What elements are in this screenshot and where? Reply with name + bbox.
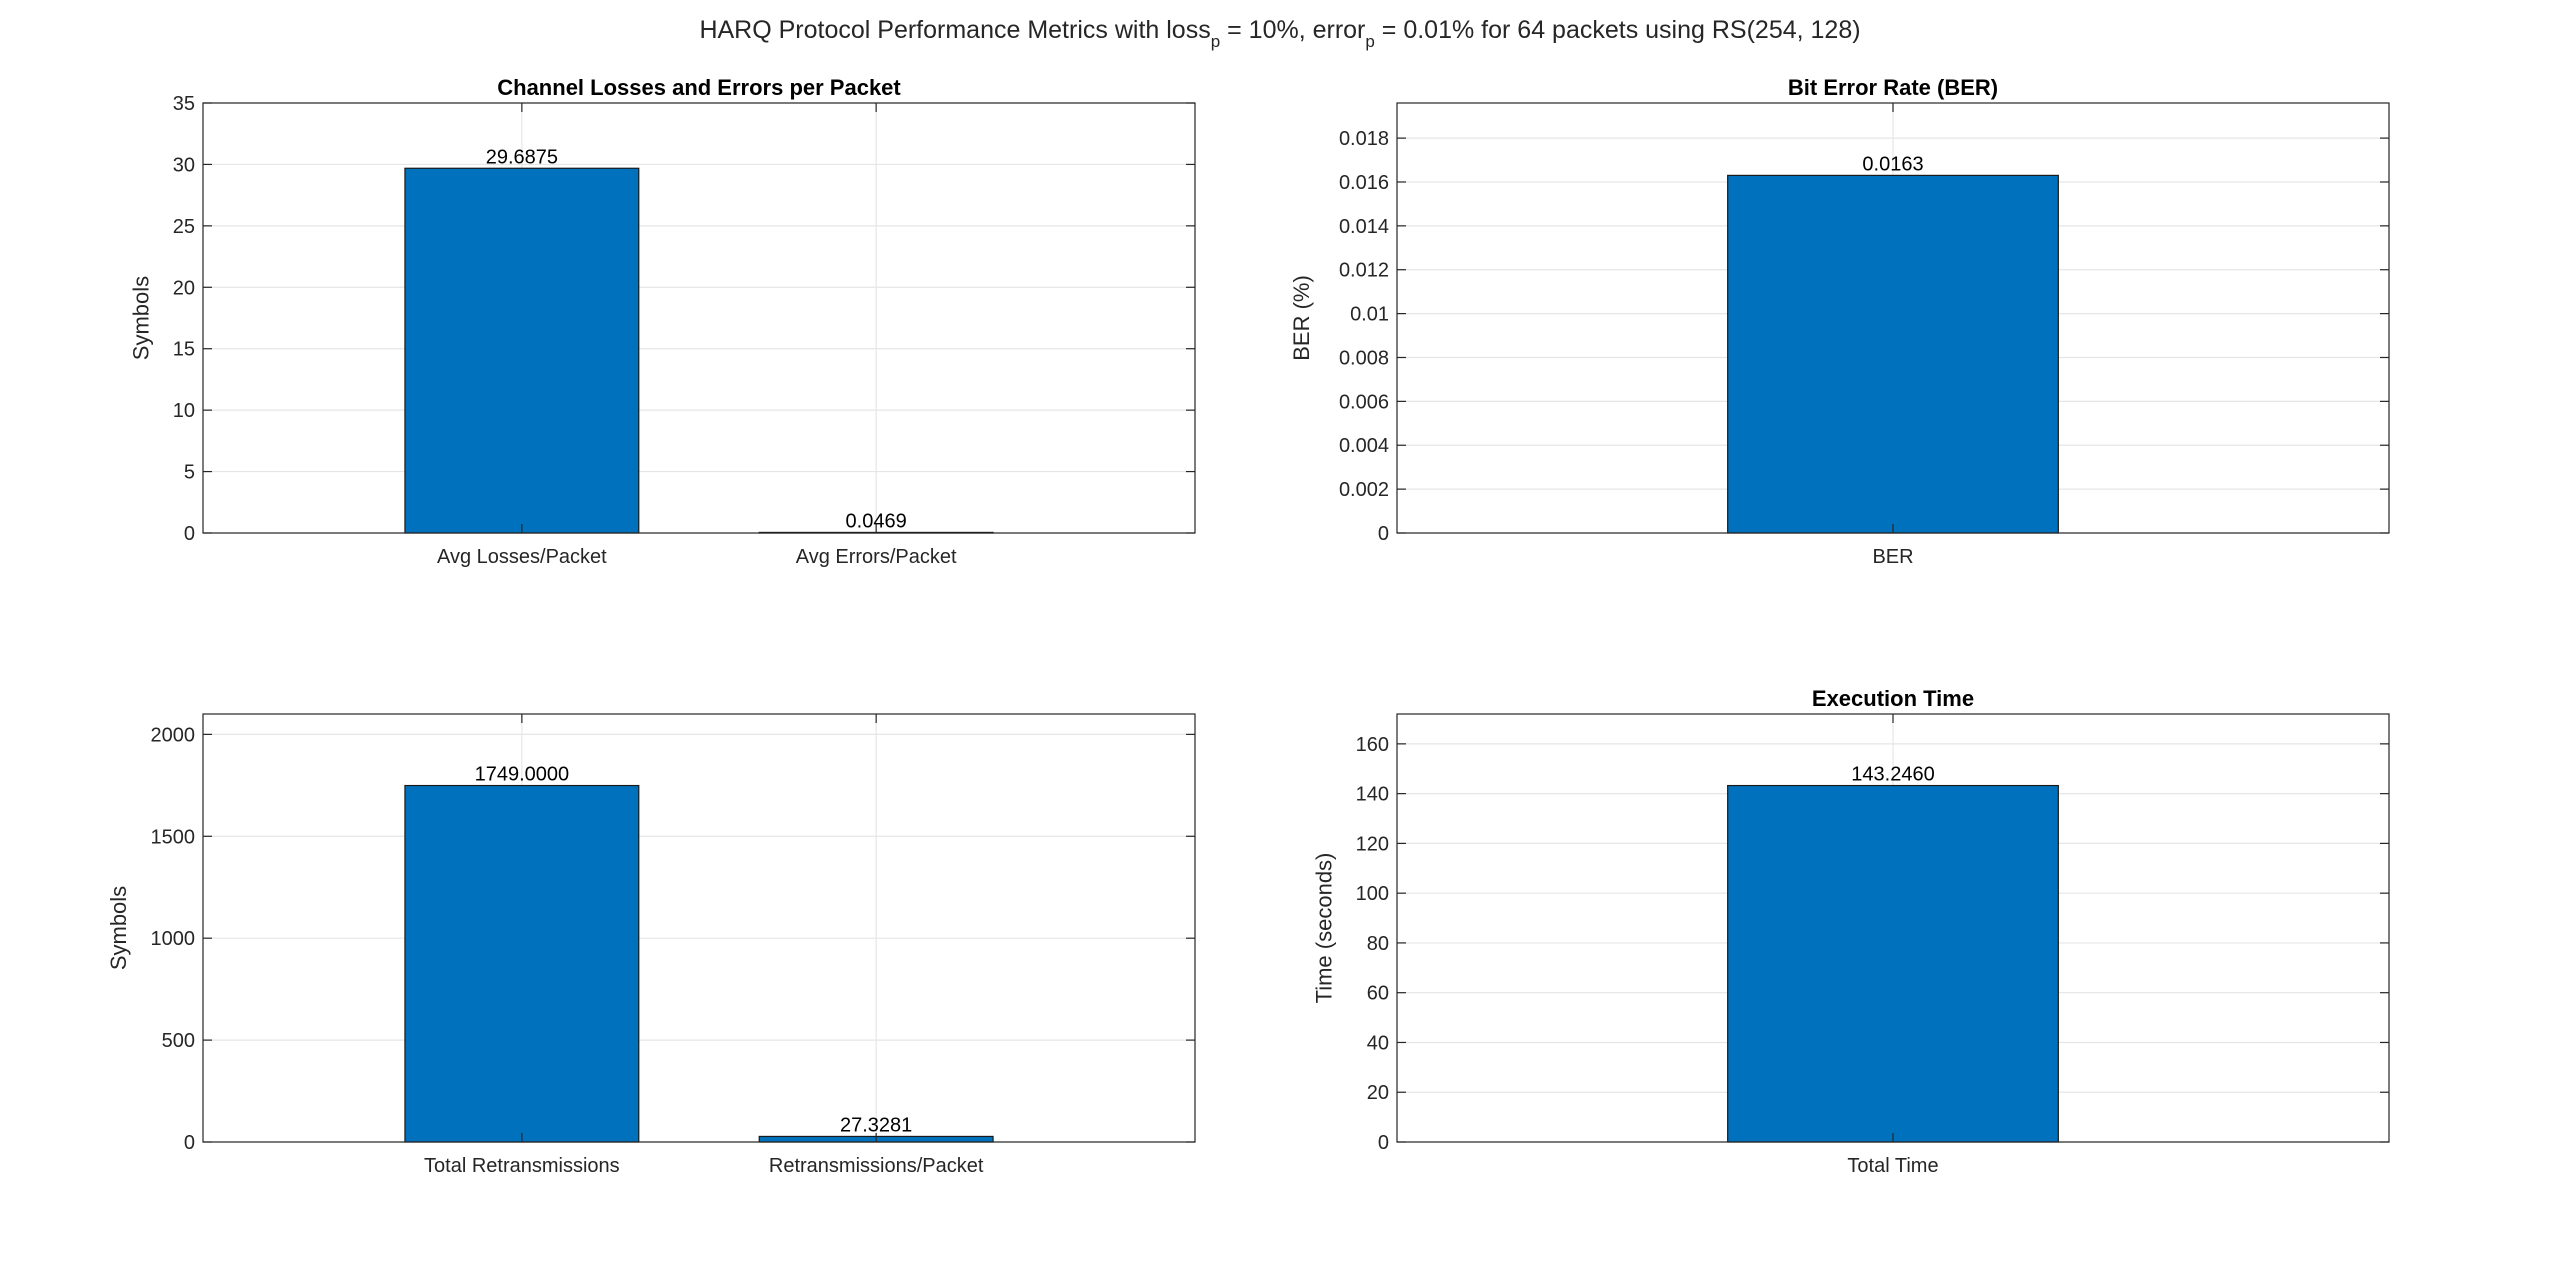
axes-box [202, 713, 1196, 1143]
y-tick-label: 140 [1356, 784, 1389, 806]
data-label: 27.3281 [840, 1114, 912, 1136]
y-tick-label: 5 [184, 462, 195, 484]
y-tick-label: 0 [1378, 1132, 1389, 1154]
chart-panel-1: 0 5 10 15 20 25 30 35 Avg Losses/Packet Avg Error… [129, 75, 1196, 568]
y-tick-label: 0.01 [1350, 304, 1389, 326]
chart-panel-2: 0 0.002 0.004 0.006 0.008 0.01 0.012 0.014 0.016… [1289, 75, 2390, 568]
chart-title: Bit Error Rate (BER) [1788, 75, 1998, 100]
x-tick-label: Retransmissions/Packet [769, 1155, 984, 1177]
axes-box [202, 102, 1196, 534]
plot-area [203, 714, 1195, 1142]
chart-panel-4: 0 20 40 60 80 100 120 140 160 Total Time 143.2460 E… [1311, 686, 2390, 1177]
y-axis-label: Symbols [106, 886, 131, 970]
x-tick-label: Avg Errors/Packet [796, 546, 957, 568]
data-label: 1749.0000 [475, 764, 570, 786]
y-tick-label: 20 [1367, 1082, 1389, 1104]
bar-1 [404, 784, 640, 1143]
x-tick-label: Avg Losses/Packet [437, 546, 607, 568]
y-axis-label: Time (seconds) [1311, 853, 1336, 1004]
y-tick-label: 100 [1356, 883, 1389, 905]
y-tick-label: 25 [173, 216, 195, 238]
y-tick-label: 0.006 [1339, 391, 1389, 413]
data-label: 0.0163 [1862, 153, 1923, 175]
x-tick-label: Total Time [1847, 1155, 1938, 1177]
y-axis-label: Symbols [129, 276, 154, 360]
y-tick-label: 1500 [151, 826, 196, 848]
figure-suptitle: HARQ Protocol Performance Metrics with l… [699, 16, 1861, 51]
y-tick-label: 0.014 [1339, 216, 1389, 238]
y-tick-label: 2000 [151, 724, 196, 746]
y-axis-label: BER (%) [1289, 275, 1314, 361]
x-tick-label: Total Retransmissions [424, 1155, 620, 1177]
y-tick-label: 0.004 [1339, 435, 1389, 457]
chart-panel-3: 0 500 1000 1500 2000 Total Retransmissions Ret… [106, 713, 1196, 1177]
y-tick-label: 15 [173, 339, 195, 361]
y-tick-label: 0 [184, 523, 195, 545]
chart-title: Execution Time [1812, 686, 1974, 711]
plot-area [203, 103, 1195, 533]
y-tick-label: 0.008 [1339, 347, 1389, 369]
y-tick-label: 500 [162, 1030, 195, 1052]
y-tick-label: 120 [1356, 833, 1389, 855]
y-tick-label: 0.012 [1339, 260, 1389, 282]
y-tick-label: 30 [173, 154, 195, 176]
data-label: 143.2460 [1851, 764, 1934, 786]
y-tick-label: 80 [1367, 933, 1389, 955]
data-label: 0.0469 [846, 510, 907, 532]
y-tick-label: 20 [173, 277, 195, 299]
y-tick-label: 40 [1367, 1032, 1389, 1054]
y-tick-label: 0.016 [1339, 172, 1389, 194]
y-tick-label: 160 [1356, 734, 1389, 756]
bar-1 [1727, 784, 2059, 1143]
y-tick-label: 0 [1378, 523, 1389, 545]
y-tick-label: 35 [173, 93, 195, 115]
y-tick-label: 0.018 [1339, 128, 1389, 150]
bar-1 [404, 167, 640, 534]
y-tick-label: 10 [173, 400, 195, 422]
x-tick-label: BER [1872, 546, 1913, 568]
y-tick-label: 1000 [151, 928, 196, 950]
y-tick-label: 60 [1367, 983, 1389, 1005]
data-label: 29.6875 [486, 146, 558, 168]
bar-1 [1727, 174, 2059, 534]
chart-title: Channel Losses and Errors per Packet [497, 75, 901, 100]
y-tick-label: 0.002 [1339, 479, 1389, 501]
y-tick-label: 0 [184, 1132, 195, 1154]
